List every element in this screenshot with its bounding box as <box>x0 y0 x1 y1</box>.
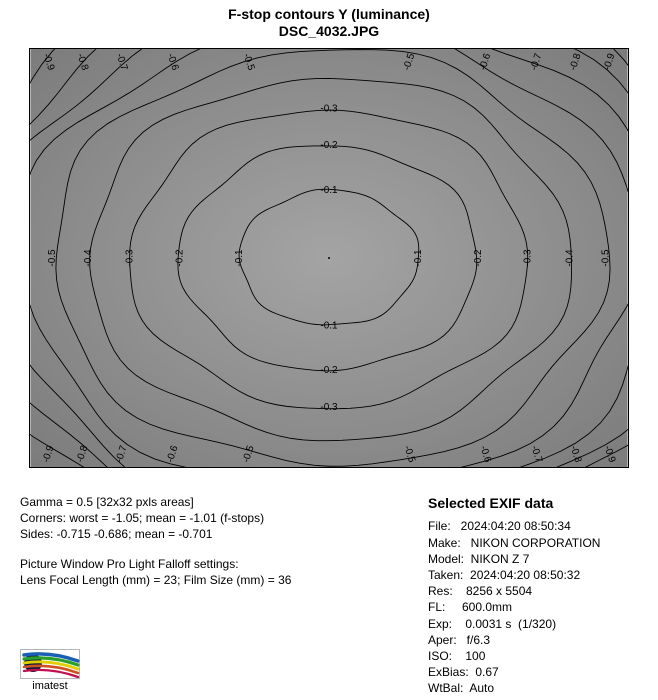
svg-text:-0.4: -0.4 <box>564 249 575 267</box>
logo-text: imatest <box>20 680 80 692</box>
svg-text:-0.2: -0.2 <box>320 140 338 151</box>
svg-text:-0.5: -0.5 <box>47 249 58 267</box>
svg-text:-0.3: -0.3 <box>320 402 338 413</box>
exif-row: Aper: f/6.3 <box>428 632 638 648</box>
exif-row: Exp: 0.0031 s (1/320) <box>428 616 638 632</box>
svg-text:-0.2: -0.2 <box>174 249 185 267</box>
pwp-line: Lens Focal Length (mm) = 23; Film Size (… <box>20 572 428 588</box>
exif-row: Taken: 2024:04:20 08:50:32 <box>428 567 638 583</box>
svg-text:-0.3: -0.3 <box>523 249 534 267</box>
svg-text:-0.3: -0.3 <box>125 249 136 267</box>
exif-row: FL: 600.0mm <box>428 599 638 615</box>
exif-title: Selected EXIF data <box>428 494 638 513</box>
info-section: Gamma = 0.5 [32x32 pxls areas] Corners: … <box>0 494 658 697</box>
contour-svg: -0.1 -0.1 -0.1 -0.1 -0.2 -0.2 -0.2 -0.2 -0.3 -0.3… <box>30 49 628 467</box>
contour-plot: -0.1 -0.1 -0.1 -0.1 -0.2 -0.2 -0.2 -0.2 -0.3 -0.3… <box>29 48 629 468</box>
exif-row: Res: 8256 x 5504 <box>428 583 638 599</box>
exif-panel: Selected EXIF data File: 2024:04:20 08:5… <box>428 494 638 697</box>
svg-text:-0.2: -0.2 <box>320 365 338 376</box>
title-line2: DSC_4032.JPG <box>0 23 658 40</box>
title-line1: F-stop contours Y (luminance) <box>0 6 658 23</box>
exif-row: ISO: 100 <box>428 648 638 664</box>
gamma-text: Gamma = 0.5 [32x32 pxls areas] <box>20 494 428 510</box>
svg-text:-0.4: -0.4 <box>83 249 94 267</box>
svg-text:-0.5: -0.5 <box>600 249 611 267</box>
logo-svg <box>20 649 80 679</box>
svg-text:-0.1: -0.1 <box>234 249 245 267</box>
svg-text:-0.1: -0.1 <box>320 320 338 331</box>
exif-row: Make: NIKON CORPORATION <box>428 535 638 551</box>
exif-row: Model: NIKON Z 7 <box>428 551 638 567</box>
exif-row: ExBias: 0.67 <box>428 664 638 680</box>
chart-title: F-stop contours Y (luminance) DSC_4032.J… <box>0 0 658 40</box>
svg-text:-0.1: -0.1 <box>413 249 424 267</box>
svg-text:-0.2: -0.2 <box>473 249 484 267</box>
sides-text: Sides: -0.715 -0.686; mean = -0.701 <box>20 526 428 542</box>
spacer <box>20 542 428 556</box>
exif-rows: File: 2024:04:20 08:50:34Make: NIKON COR… <box>428 518 638 696</box>
svg-text:-0.1: -0.1 <box>320 185 338 196</box>
exif-row: WtBal: Auto <box>428 680 638 696</box>
svg-text:-0.3: -0.3 <box>320 103 338 114</box>
pwp-header: Picture Window Pro Light Falloff setting… <box>20 556 428 572</box>
imatest-logo: imatest <box>20 649 80 692</box>
info-left: Gamma = 0.5 [32x32 pxls areas] Corners: … <box>20 494 428 697</box>
corners-text: Corners: worst = -1.05; mean = -1.01 (f-… <box>20 510 428 526</box>
exif-row: File: 2024:04:20 08:50:34 <box>428 518 638 534</box>
